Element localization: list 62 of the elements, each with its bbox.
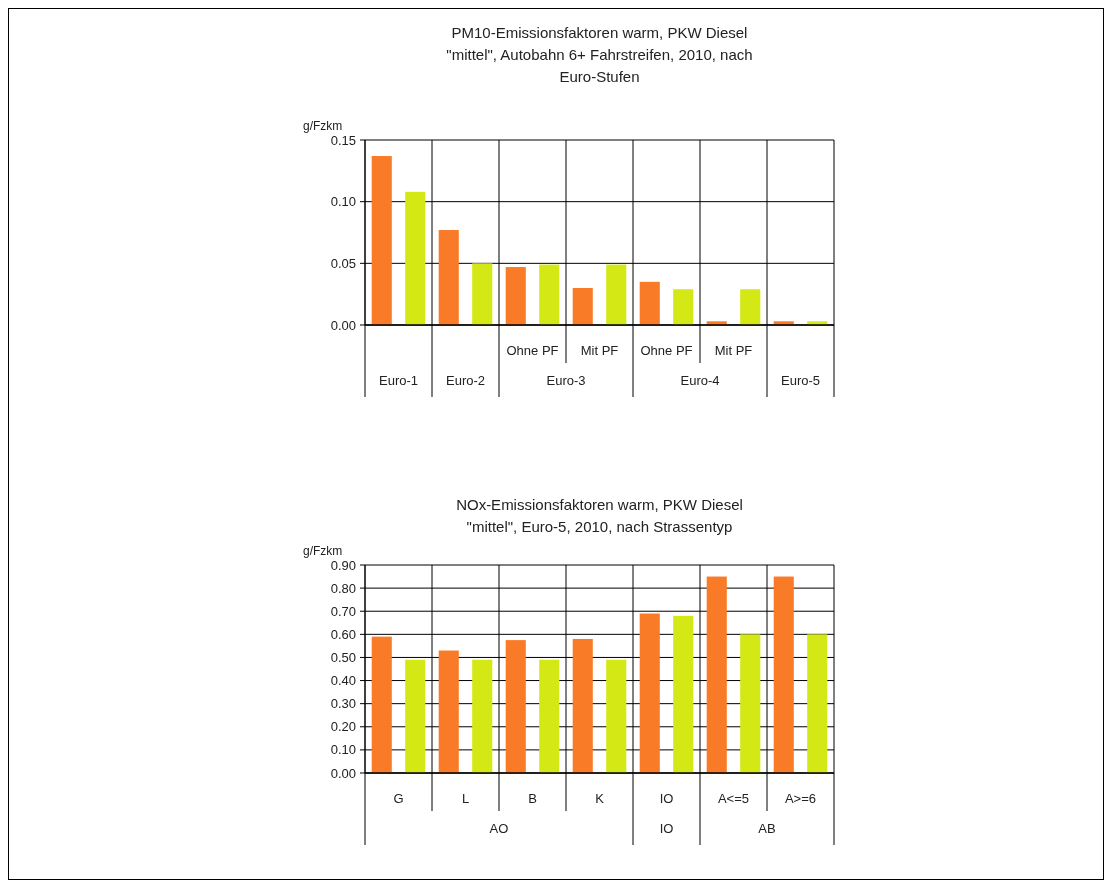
x-tick-label: B bbox=[528, 791, 537, 806]
bar bbox=[472, 659, 493, 773]
bar bbox=[639, 281, 660, 325]
y-tick-label: 0.60 bbox=[330, 626, 356, 642]
bar bbox=[807, 634, 828, 773]
bar bbox=[371, 156, 392, 325]
bar bbox=[706, 576, 727, 773]
chart-title: PM10-Emissionsfaktoren warm, PKW Diesel "mittel", Autobahn 6+ Fahrstreifen, 2010, nach Euro-Stufen bbox=[446, 24, 753, 85]
bar bbox=[740, 289, 761, 325]
x-tick-label: Mit PF bbox=[714, 343, 753, 358]
x-tick-label: G bbox=[393, 791, 404, 806]
y-tick-label: 0.05 bbox=[330, 255, 356, 271]
bar bbox=[405, 659, 426, 773]
bar bbox=[539, 264, 560, 325]
y-tick-label: 0.20 bbox=[330, 719, 356, 735]
chart-title: NOx-Emissionsfaktoren warm, PKW Diesel "mittel", Euro-5, 2010, nach Strassentyp bbox=[456, 496, 743, 535]
bar bbox=[606, 659, 627, 773]
y-tick-label: 0.40 bbox=[330, 673, 356, 689]
x-tick-label: Euro-1 bbox=[378, 373, 419, 388]
bar bbox=[606, 264, 627, 325]
bar bbox=[639, 613, 660, 773]
x-tick-label: Euro-2 bbox=[445, 373, 486, 388]
bar bbox=[673, 289, 694, 325]
y-tick-label: 0.00 bbox=[330, 317, 356, 333]
bar bbox=[505, 267, 526, 325]
x-tick-label: IO bbox=[659, 791, 674, 806]
y-tick-label: 0.90 bbox=[330, 557, 356, 573]
x-tick-label: L bbox=[461, 791, 470, 806]
bar bbox=[438, 650, 459, 773]
text: Euro-4 bbox=[680, 373, 720, 388]
text: AB bbox=[758, 821, 776, 836]
x-tick-label: Mit PF bbox=[580, 343, 619, 358]
bar bbox=[572, 638, 593, 773]
x-tick-label: Euro-5 bbox=[780, 373, 821, 388]
y-axis-title: g/Fzkm bbox=[303, 119, 343, 133]
bar bbox=[740, 634, 761, 773]
x-tick-label: A>=6 bbox=[784, 791, 817, 806]
y-tick-label: 0.10 bbox=[330, 742, 356, 758]
bar bbox=[405, 191, 426, 325]
text: IO bbox=[659, 821, 674, 836]
bar bbox=[539, 659, 560, 773]
bar bbox=[505, 640, 526, 773]
bar bbox=[371, 636, 392, 773]
bar bbox=[572, 288, 593, 325]
y-tick-label: 0.00 bbox=[330, 765, 356, 781]
text: AO bbox=[489, 821, 509, 836]
text: Euro-3 bbox=[546, 373, 586, 388]
bar bbox=[773, 576, 794, 773]
y-tick-label: 0.10 bbox=[330, 194, 356, 210]
y-tick-label: 0.70 bbox=[330, 603, 356, 619]
x-tick-label: Ohne PF bbox=[506, 343, 559, 358]
y-tick-label: 0.30 bbox=[330, 696, 356, 712]
x-tick-label: K bbox=[595, 791, 605, 806]
x-tick-label: Ohne PF bbox=[640, 343, 693, 358]
y-tick-label: 0.15 bbox=[330, 132, 356, 148]
y-tick-label: 0.50 bbox=[330, 649, 356, 665]
y-axis-title: g/Fzkm bbox=[303, 544, 343, 558]
y-tick-label: 0.80 bbox=[330, 580, 356, 596]
x-tick-label: A<=5 bbox=[717, 791, 750, 806]
bar bbox=[438, 230, 459, 325]
bar bbox=[673, 615, 694, 773]
bar bbox=[472, 263, 493, 325]
